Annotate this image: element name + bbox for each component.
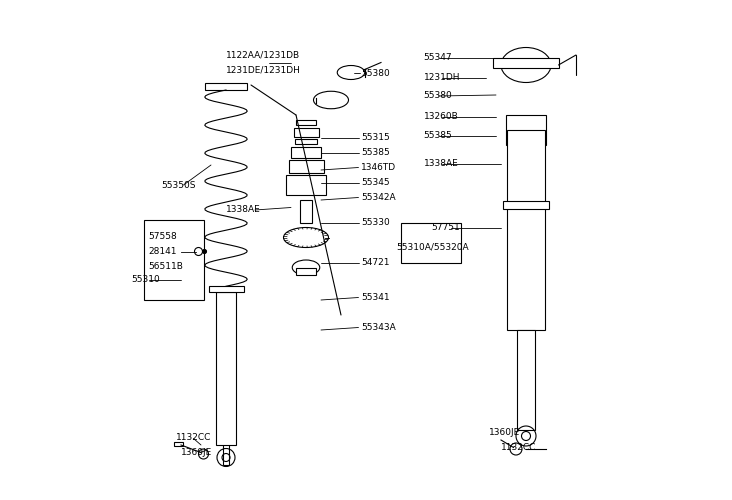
Text: 55341: 55341 — [361, 293, 389, 302]
Text: 1338AE: 1338AE — [226, 206, 261, 214]
Text: 55310: 55310 — [131, 276, 160, 284]
FancyBboxPatch shape — [294, 128, 318, 136]
FancyBboxPatch shape — [506, 115, 546, 145]
Text: 55330: 55330 — [361, 218, 389, 227]
FancyBboxPatch shape — [296, 268, 316, 275]
Text: 55380: 55380 — [361, 68, 389, 78]
Text: 1360JE: 1360JE — [488, 428, 520, 437]
Text: 55347: 55347 — [424, 53, 452, 62]
Text: 57751: 57751 — [431, 223, 460, 232]
FancyBboxPatch shape — [216, 292, 236, 445]
FancyBboxPatch shape — [291, 146, 321, 158]
FancyBboxPatch shape — [299, 200, 313, 222]
Text: 55310A/55320A: 55310A/55320A — [396, 243, 468, 252]
FancyBboxPatch shape — [507, 130, 545, 330]
Text: 56511B: 56511B — [149, 262, 184, 271]
Text: 55345: 55345 — [361, 178, 389, 187]
Text: 1360JE: 1360JE — [181, 448, 212, 457]
FancyBboxPatch shape — [296, 120, 316, 125]
FancyBboxPatch shape — [518, 330, 535, 430]
Text: 54721: 54721 — [361, 258, 389, 267]
FancyBboxPatch shape — [209, 286, 244, 292]
FancyBboxPatch shape — [493, 58, 559, 68]
Text: 13260B: 13260B — [424, 112, 458, 121]
Text: 55315: 55315 — [361, 133, 389, 142]
Text: 1346TD: 1346TD — [361, 163, 396, 172]
FancyBboxPatch shape — [288, 160, 324, 172]
Text: 1231DE/1231DH: 1231DE/1231DH — [226, 66, 301, 74]
Text: 1122AA/1231DB: 1122AA/1231DB — [226, 50, 300, 59]
Text: 28141: 28141 — [149, 247, 177, 256]
Text: 55350S: 55350S — [161, 180, 195, 190]
Text: 1231DH: 1231DH — [424, 73, 460, 82]
FancyBboxPatch shape — [504, 201, 548, 209]
FancyBboxPatch shape — [295, 139, 317, 144]
Circle shape — [203, 250, 206, 254]
Text: 55385: 55385 — [361, 148, 389, 157]
FancyBboxPatch shape — [223, 292, 229, 465]
Text: 55385: 55385 — [424, 132, 452, 140]
Text: 57558: 57558 — [149, 232, 177, 241]
Text: 55380: 55380 — [424, 92, 452, 100]
Text: 55343A: 55343A — [361, 323, 396, 332]
FancyBboxPatch shape — [173, 442, 182, 446]
FancyBboxPatch shape — [286, 175, 326, 195]
Text: 1132CC: 1132CC — [176, 433, 212, 442]
FancyBboxPatch shape — [205, 82, 247, 90]
Text: 55342A: 55342A — [361, 193, 395, 202]
Text: 1132CC: 1132CC — [501, 443, 537, 452]
Text: 1338AE: 1338AE — [424, 159, 458, 168]
